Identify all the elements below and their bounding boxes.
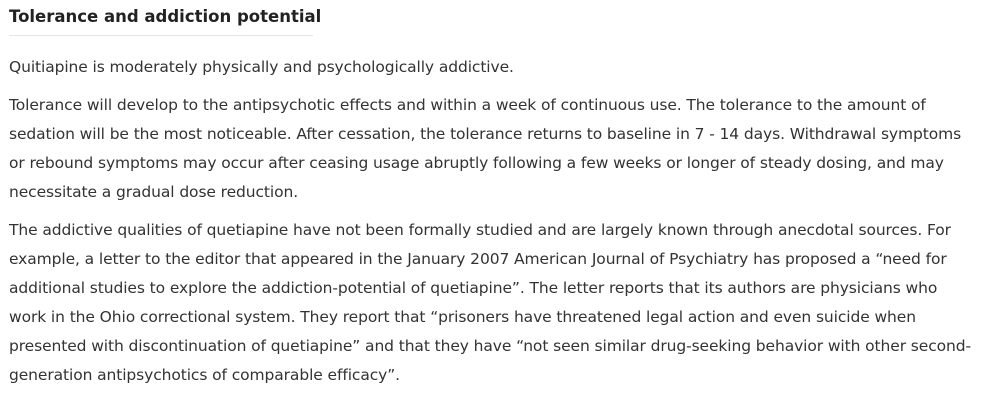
paragraph-tolerance: Tolerance will develop to the antipsycho… xyxy=(9,96,962,201)
paragraph-addictiveness: Quitiapine is moderately physically and … xyxy=(9,58,514,76)
paragraph-addiction-studies: The addictive qualities of quetiapine ha… xyxy=(9,221,971,384)
section-heading: Tolerance and addiction potential xyxy=(9,0,321,36)
